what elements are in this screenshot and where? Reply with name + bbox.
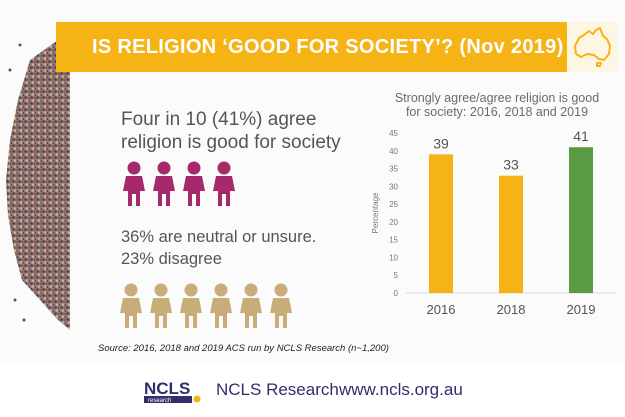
crowd-illustration bbox=[6, 30, 70, 330]
agree-summary: Four in 10 (41%) agree religion is good … bbox=[121, 109, 341, 153]
slide-background: IS RELIGION ‘GOOD FOR SOCIETY’? (Nov 201… bbox=[6, 22, 620, 354]
page-title: IS RELIGION ‘GOOD FOR SOCIETY’? (Nov 201… bbox=[92, 36, 564, 58]
x-tick-label: 2018 bbox=[497, 302, 526, 317]
bar-2016 bbox=[429, 154, 453, 293]
neutral-person-icon bbox=[210, 283, 232, 328]
title-banner: IS RELIGION ‘GOOD FOR SOCIETY’? (Nov 201… bbox=[56, 22, 567, 72]
agree-person-icon bbox=[213, 161, 235, 206]
y-tick-label: 10 bbox=[389, 253, 398, 262]
footer-org-name: NCLS Research bbox=[216, 380, 339, 399]
neutral-person-icon bbox=[120, 283, 142, 328]
source-note: Source: 2016, 2018 and 2019 ACS run by N… bbox=[98, 343, 389, 354]
neutral-disagree-figures bbox=[118, 283, 294, 329]
chart-title: Strongly agree/agree religion is good fo… bbox=[394, 91, 600, 119]
y-tick-label: 5 bbox=[394, 271, 399, 280]
y-tick-label: 35 bbox=[389, 165, 398, 174]
agree-person-icon bbox=[153, 161, 175, 206]
disagree-summary: 23% disagree bbox=[121, 250, 222, 268]
footer-url[interactable]: www.ncls.org.au bbox=[339, 380, 463, 399]
neutral-summary: 36% are neutral or unsure. bbox=[121, 228, 317, 246]
logo-subtext: research bbox=[148, 398, 171, 404]
bar-2019 bbox=[569, 147, 593, 293]
y-tick-label: 45 bbox=[389, 129, 398, 138]
y-tick-label: 0 bbox=[394, 289, 399, 298]
x-tick-label: 2019 bbox=[567, 302, 596, 317]
ncls-logo: NCLS research bbox=[142, 377, 206, 405]
agree-figures bbox=[121, 161, 237, 207]
data-label: 41 bbox=[573, 128, 589, 144]
footer: NCLS research NCLS Research www.ncls.org… bbox=[0, 363, 625, 417]
y-tick-label: 20 bbox=[389, 218, 398, 227]
y-tick-label: 25 bbox=[389, 200, 398, 209]
y-tick-label: 15 bbox=[389, 236, 398, 245]
data-label: 39 bbox=[433, 135, 449, 151]
chart-plot: Percentage 0 5 10 15 20 25 30 35 40 45 39 2016 33 2018… bbox=[371, 128, 616, 317]
x-tick-label: 2016 bbox=[427, 302, 456, 317]
bar-2018 bbox=[499, 175, 523, 293]
bar-chart: Strongly agree/agree religion is good fo… bbox=[370, 91, 620, 329]
agree-person-icon bbox=[123, 161, 145, 206]
data-label: 33 bbox=[503, 157, 519, 173]
agree-person-icon bbox=[183, 161, 205, 206]
neutral-person-icon bbox=[270, 283, 292, 328]
y-axis-label: Percentage bbox=[371, 192, 380, 233]
neutral-person-icon bbox=[150, 283, 172, 328]
logo-text: NCLS bbox=[144, 379, 190, 398]
neutral-person-icon bbox=[180, 283, 202, 328]
neutral-person-icon bbox=[240, 283, 262, 328]
y-tick-label: 30 bbox=[389, 182, 398, 191]
y-tick-label: 40 bbox=[389, 147, 398, 156]
australia-map-icon bbox=[567, 22, 617, 72]
